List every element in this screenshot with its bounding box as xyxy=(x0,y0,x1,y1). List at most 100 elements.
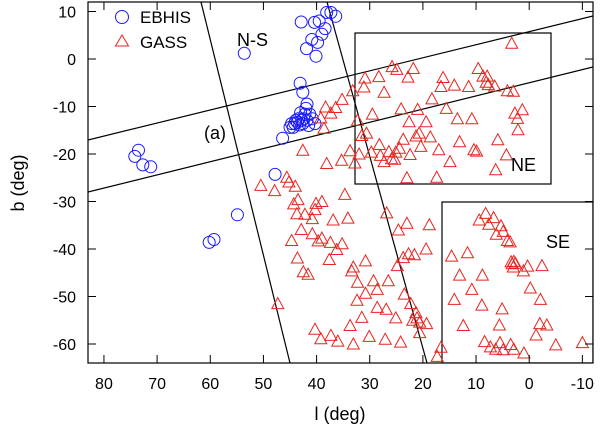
gass-point xyxy=(358,286,373,299)
gass-point xyxy=(467,142,481,156)
x-tick-label: 20 xyxy=(414,376,432,393)
gass-point xyxy=(373,148,388,161)
x-tick-label: 40 xyxy=(308,376,326,393)
y-tick-label: 0 xyxy=(67,52,76,69)
gass-point xyxy=(496,224,511,237)
gass-point xyxy=(400,170,414,184)
gass-point xyxy=(412,325,427,339)
gass-point xyxy=(388,145,403,158)
gass-point xyxy=(319,156,334,169)
gass-point xyxy=(475,268,490,281)
gass-point xyxy=(379,205,394,219)
gass-point xyxy=(447,292,462,305)
gass-point xyxy=(517,345,531,359)
gass-point xyxy=(504,36,519,49)
gass-point xyxy=(489,227,504,240)
gass-point xyxy=(469,144,484,157)
gass-point xyxy=(371,69,386,83)
gass-point xyxy=(419,241,433,255)
gass-point xyxy=(365,107,380,120)
y-tick-label: -20 xyxy=(53,147,76,164)
gass-point xyxy=(499,147,514,161)
x-tick-label: 10 xyxy=(467,376,485,393)
gass-point xyxy=(532,316,547,330)
gass-point xyxy=(352,146,366,160)
gass-point xyxy=(464,282,479,295)
gass-point xyxy=(354,128,369,141)
region-overlays xyxy=(88,2,593,363)
gass-point xyxy=(313,110,328,124)
ebhis-point xyxy=(289,113,303,127)
gass-point xyxy=(346,336,361,350)
strip-a-upper-line xyxy=(88,15,593,141)
gass-point xyxy=(475,298,489,311)
se-region-box xyxy=(441,201,593,363)
gass-point xyxy=(308,322,322,335)
y-tick-label: 10 xyxy=(58,5,76,22)
gass-point xyxy=(396,132,411,145)
gass-point xyxy=(413,139,428,152)
gass-point xyxy=(290,250,305,264)
gass-point xyxy=(308,202,322,216)
gass-point xyxy=(294,222,309,235)
gass-point xyxy=(394,101,408,115)
ebhis-point xyxy=(144,160,158,174)
gass-point xyxy=(282,174,296,188)
y-axis-title: b (deg) xyxy=(8,154,28,211)
gass-point xyxy=(284,233,299,246)
gass-point xyxy=(477,334,492,348)
gass-point xyxy=(419,114,433,128)
ebhis-point xyxy=(132,143,145,157)
gass-point xyxy=(337,187,352,200)
ebhis-point xyxy=(309,49,323,63)
gass-point xyxy=(354,310,369,323)
gass-point xyxy=(506,259,521,273)
gass-point xyxy=(407,247,422,261)
ebhis-point xyxy=(293,76,307,90)
gass-point xyxy=(452,268,467,281)
y-tick-label: -10 xyxy=(53,100,76,117)
gass-point xyxy=(318,99,333,113)
gass-point xyxy=(317,121,331,134)
gass-point xyxy=(506,342,521,355)
gass-point xyxy=(452,134,467,148)
gass-point xyxy=(471,61,486,74)
gass-point xyxy=(288,179,303,192)
gass-point xyxy=(305,211,320,225)
gass-point xyxy=(409,128,423,142)
gass-point xyxy=(364,145,379,158)
gass-point xyxy=(343,318,357,331)
gass-point xyxy=(430,349,445,362)
gass-point xyxy=(290,206,304,220)
gass-point xyxy=(377,85,391,98)
gass-point xyxy=(396,250,411,264)
gass-point xyxy=(425,91,439,105)
gass-point xyxy=(434,340,448,353)
ne-region-box xyxy=(354,32,552,185)
gass-series xyxy=(253,36,590,362)
x-tick-label: 70 xyxy=(148,376,166,393)
gass-point xyxy=(390,258,405,272)
gass-point xyxy=(405,313,420,326)
ebhis-point xyxy=(300,113,314,127)
gass-point xyxy=(311,233,326,247)
gass-point xyxy=(460,245,475,259)
ebhis-point xyxy=(308,15,321,29)
gass-point xyxy=(362,329,377,342)
gass-point xyxy=(494,218,508,232)
gass-point xyxy=(370,282,385,295)
gass-point xyxy=(412,315,427,328)
annotation-ns: N-S xyxy=(237,30,268,50)
x-tick-labels: 80 70 60 50 40 30 20 10 0 -10 xyxy=(95,376,594,393)
gass-point xyxy=(393,335,408,348)
ebhis-point xyxy=(308,117,322,131)
gass-point xyxy=(444,249,459,262)
gass-point xyxy=(523,280,538,294)
gass-point xyxy=(388,310,403,324)
gass-point xyxy=(322,252,337,265)
gass-point xyxy=(328,100,343,113)
gass-point xyxy=(366,273,381,287)
gass-point xyxy=(379,302,394,315)
gass-point xyxy=(296,264,311,278)
